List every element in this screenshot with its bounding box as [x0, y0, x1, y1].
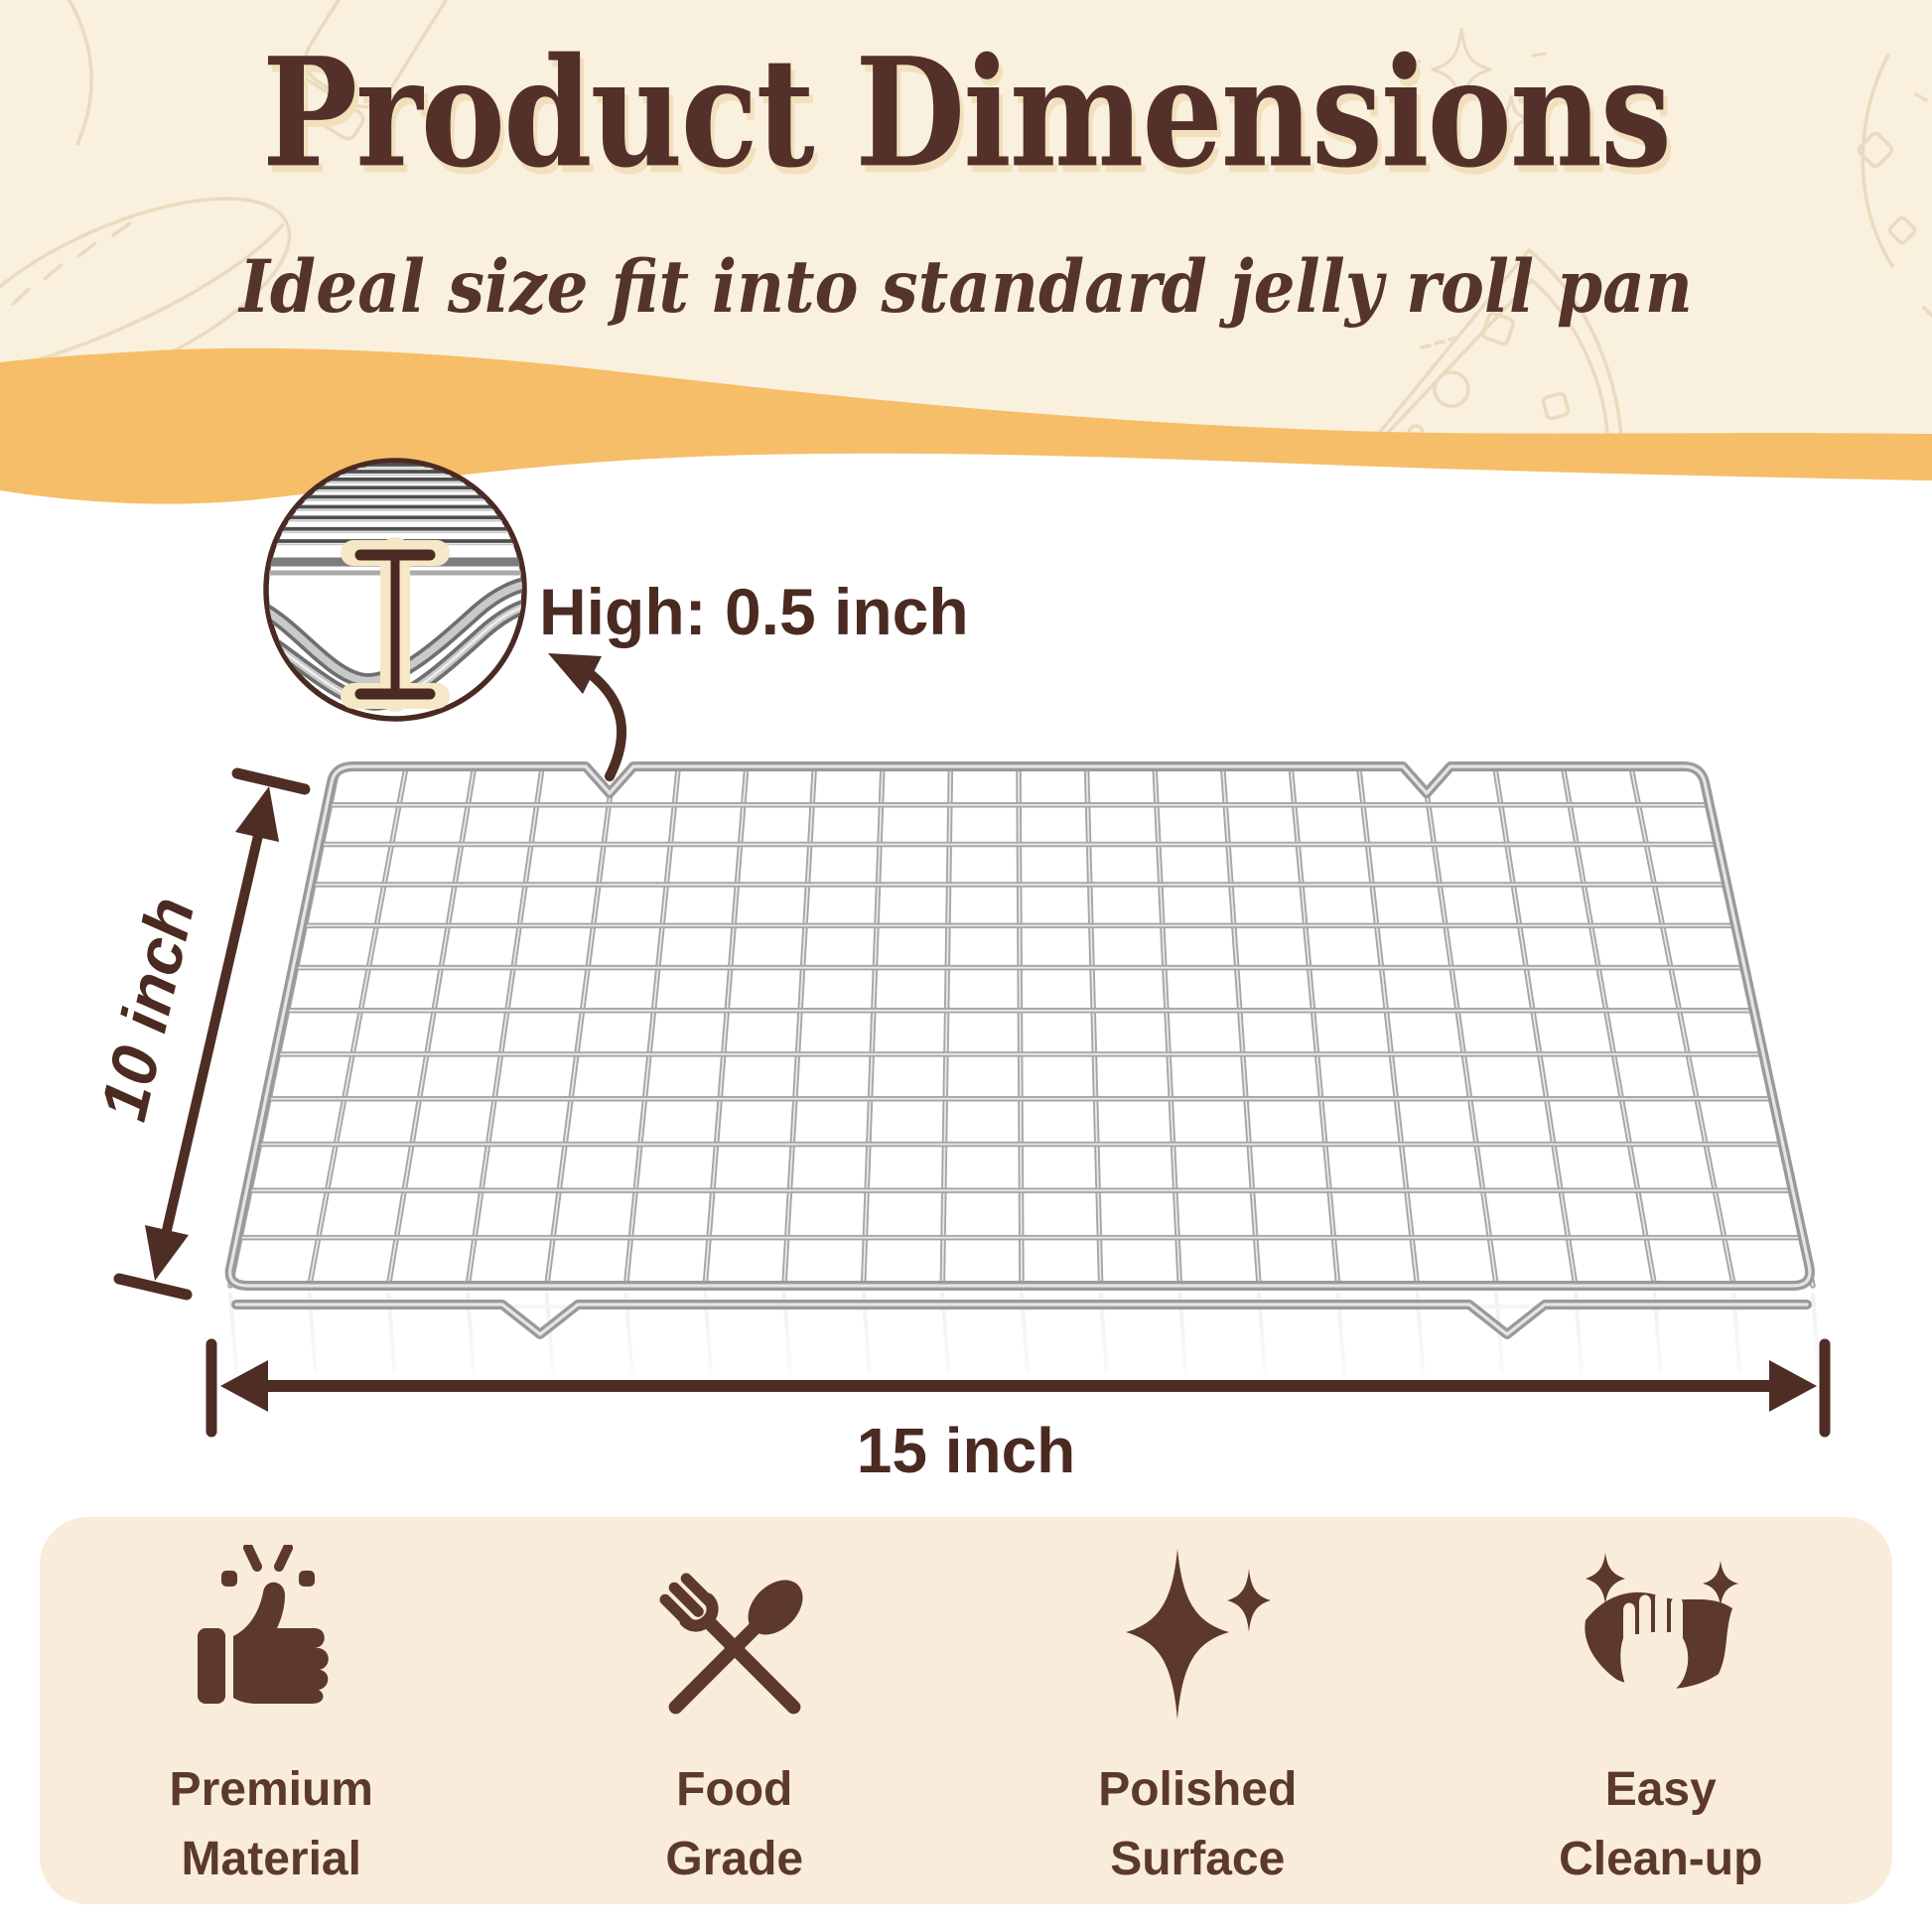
feature-label-line1: Polished: [1098, 1763, 1298, 1816]
width-dimension-label: 15 inch: [856, 1415, 1076, 1486]
fork-spoon-icon: [659, 1573, 803, 1715]
height-dimension-label: High: 0.5 inch: [539, 575, 969, 648]
features-panel: Premium Material F: [40, 1517, 1892, 1904]
header-doodles: [0, 0, 1932, 434]
edge-doodle: [1857, 53, 1932, 318]
header-background: [0, 0, 1932, 434]
thumbs-up-icon: [198, 1545, 329, 1704]
feature-easy-cleanup: Easy Clean-up: [1430, 1545, 1893, 1893]
rack-grid-wires: [227, 766, 1816, 1289]
feature-food-grade: Food Grade: [503, 1545, 967, 1893]
feature-label-line2: Surface: [1110, 1832, 1286, 1885]
feature-label-line1: Easy: [1604, 1763, 1717, 1816]
feature-label-line1: Premium: [169, 1763, 373, 1816]
feature-label-line2: Material: [181, 1832, 361, 1885]
page-subtitle: Ideal size fit into standard jelly roll …: [239, 244, 1693, 330]
feature-label-line1: Food: [676, 1763, 793, 1816]
hand-cloth-icon: [1585, 1553, 1738, 1704]
feature-label-line2: Grade: [665, 1832, 804, 1885]
rack-frame: [224, 761, 1815, 1339]
sparkle-doodle: [1406, 27, 1547, 144]
corner-arc-doodle: [58, 0, 93, 146]
height-measure-ibeam: [341, 537, 450, 712]
shaker-doodle: [284, 0, 450, 141]
pizza-doodle: [1346, 247, 1624, 434]
page-title: Product Dimensions: [262, 26, 1672, 202]
feature-label-line2: Clean-up: [1559, 1832, 1763, 1885]
width-arrow: [206, 1338, 1831, 1438]
feature-premium-material: Premium Material: [40, 1545, 503, 1893]
wave-divider: [0, 347, 1932, 504]
sparkles-icon: [1126, 1549, 1272, 1720]
feature-polished-surface: Polished Surface: [966, 1545, 1430, 1893]
depth-arrow: [113, 767, 311, 1301]
magnifier-callout: [263, 458, 627, 781]
callout-arrow: [548, 653, 627, 781]
